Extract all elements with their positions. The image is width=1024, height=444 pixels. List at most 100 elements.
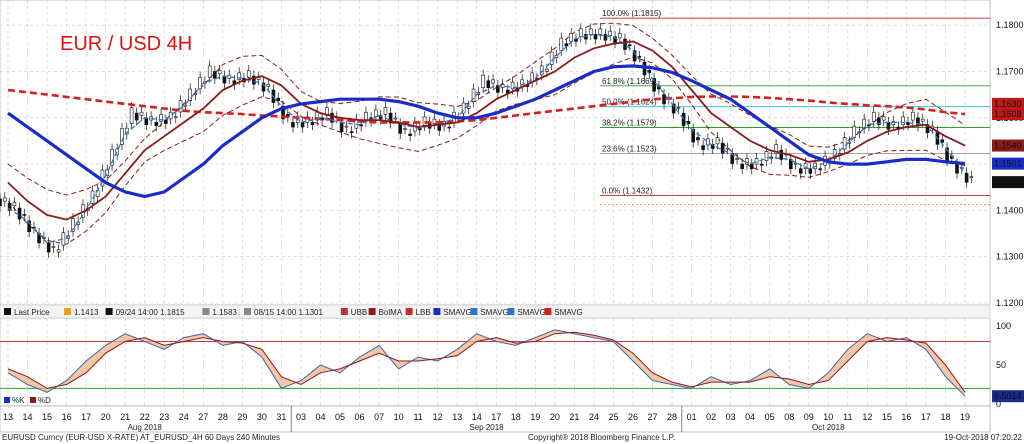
candle-body — [593, 34, 598, 40]
candle-body — [696, 137, 700, 141]
x-tick-label: 17 — [491, 412, 501, 422]
x-tick-label: 08 — [784, 412, 794, 422]
candle-body — [422, 116, 427, 126]
candle-body — [491, 79, 495, 84]
x-tick-label: 27 — [648, 412, 658, 422]
candle-body — [549, 51, 554, 65]
candle-body — [466, 105, 471, 109]
candle-body — [71, 218, 75, 232]
x-tick-label: 28 — [218, 412, 228, 422]
candle-body — [759, 163, 764, 166]
fib-label: 38.2% (1.1579) — [602, 118, 657, 127]
oscillator-legend: %K %D — [4, 396, 51, 405]
candle-body — [193, 93, 198, 95]
candle-body — [662, 94, 666, 105]
x-group-label: Sep 2018 — [469, 423, 504, 432]
candle-body — [105, 169, 110, 176]
candle-body — [691, 129, 695, 143]
lower-band — [7, 56, 966, 245]
chart-title: EUR / USD 4H — [60, 33, 192, 55]
x-tick-label: 04 — [745, 412, 755, 422]
legend-label: SMAVG — [480, 308, 508, 317]
candle-body — [217, 70, 222, 75]
legend-swatch — [368, 308, 376, 315]
candle-body — [886, 122, 891, 130]
x-tick-label: 15 — [42, 412, 52, 422]
candle-body — [906, 122, 910, 126]
candle-body — [42, 236, 46, 239]
candle-body — [27, 220, 31, 233]
candle-body — [168, 111, 173, 120]
candle-body — [398, 123, 403, 134]
candle-body — [969, 176, 974, 178]
x-tick-label: 31 — [276, 412, 286, 422]
candle-body — [725, 147, 730, 150]
x-tick-label: 25 — [608, 412, 618, 422]
osc-tick-label: 50 — [996, 360, 1006, 370]
candle-body — [901, 116, 906, 126]
fib-levels: 100.0% (1.1815) 61.8% (1.1669) 50.0% (1.16… — [600, 9, 990, 205]
vertical-grid — [7, 0, 966, 406]
y-tick-label: 1.1800 — [996, 20, 1024, 30]
candle-body — [207, 65, 212, 78]
candle-body — [632, 50, 637, 62]
x-tick-label: 16 — [901, 412, 911, 422]
x-tick-label: 27 — [198, 412, 208, 422]
x-tick-label: 10 — [394, 412, 404, 422]
candle-body — [310, 122, 315, 126]
candle-body — [144, 117, 149, 126]
x-tick-label: 06 — [355, 412, 365, 422]
candle-body — [276, 97, 281, 101]
legend-swatch — [4, 308, 11, 315]
x-tick-label: 21 — [120, 412, 130, 422]
legend-swatch — [544, 308, 552, 315]
legend-swatch — [470, 308, 478, 315]
candle-body — [246, 70, 251, 78]
osc-tick-label: 100 — [996, 321, 1011, 331]
candle-body — [56, 249, 61, 253]
fib-label: 0.0% (1.1432) — [602, 187, 653, 196]
candle-body — [715, 137, 720, 145]
price-box-label: 1.1540 — [994, 141, 1022, 151]
price-box-label: 1.1608 — [994, 109, 1022, 119]
x-tick-label: 22 — [140, 412, 150, 422]
candle-body — [608, 30, 613, 36]
x-tick-label: 24 — [179, 412, 189, 422]
x-tick-label: 05 — [335, 412, 345, 422]
osc-legend-swatch — [4, 397, 10, 403]
legend-label: 08/15 14:00 1.1301 — [254, 308, 324, 317]
candle-body — [164, 119, 168, 124]
candle-body — [486, 80, 491, 88]
candle-body — [671, 103, 676, 114]
candle-body — [349, 131, 354, 134]
candle-body — [481, 74, 485, 88]
x-tick-label: 18 — [511, 412, 521, 422]
x-tick-label: 23 — [159, 412, 169, 422]
candle-body — [291, 122, 295, 128]
upper-band — [7, 22, 966, 196]
candle-body — [618, 33, 622, 39]
bollinger-bands — [7, 22, 966, 245]
candle-body — [2, 197, 7, 202]
candle-body — [129, 107, 134, 124]
price-box — [992, 139, 1024, 152]
osc-legend-swatch — [30, 397, 36, 403]
price-box-label: 1.1630 — [994, 99, 1022, 109]
legend-label: SMAVG — [554, 308, 582, 317]
candle-body — [12, 202, 17, 207]
candle-body — [920, 118, 925, 122]
legend-label: SMAVG — [443, 308, 471, 317]
x-tick-label: 18 — [940, 412, 950, 422]
fib-label: 23.6% (1.1523) — [602, 144, 657, 153]
candle-body — [588, 28, 593, 35]
footer-center: Copyright® 2018 Bloomberg Finance L.P. — [528, 433, 675, 442]
candle-body — [510, 81, 515, 90]
sma-blue — [7, 64, 966, 199]
x-tick-label: 15 — [882, 412, 892, 422]
osc-value-label: 6.5014 — [994, 391, 1022, 401]
x-tick-label: 20 — [101, 412, 111, 422]
osc-d-line — [7, 331, 966, 393]
candle-body — [139, 111, 144, 116]
candle-body — [222, 75, 227, 84]
candle-body — [598, 28, 603, 35]
